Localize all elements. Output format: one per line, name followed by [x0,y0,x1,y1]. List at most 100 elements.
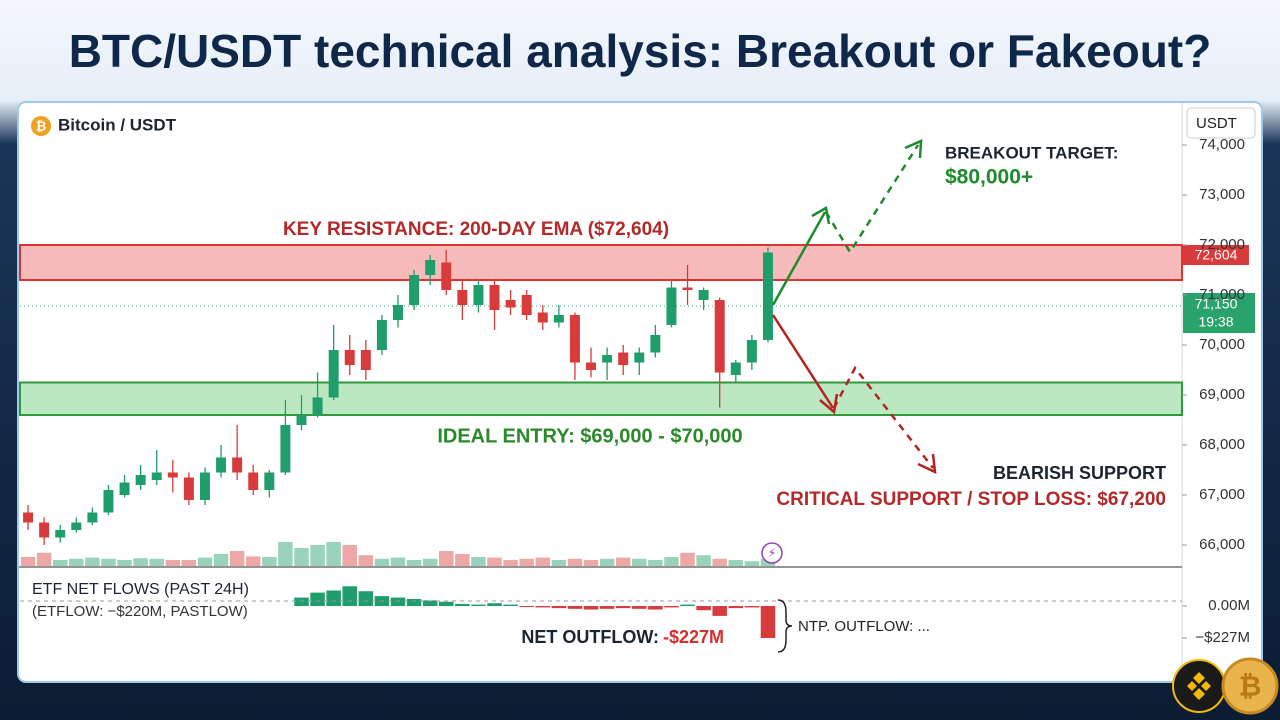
flow-bar [599,606,615,609]
resistance-annotation: KEY RESISTANCE: 200-DAY EMA ($72,604) [283,219,669,240]
flow-bar [535,606,551,608]
candle-body [135,475,146,485]
y-tick-label: 66,000 [1199,536,1245,553]
candle-body [762,252,773,340]
candle-body [248,472,259,490]
candle-body [602,355,613,363]
candle-body [441,262,452,290]
flow-bar [760,606,776,639]
flows-subtitle: (ETFLOW: −$220M, PASTLOW) [32,603,248,620]
candle-body [586,362,597,370]
candle-body [537,312,548,323]
resistance-zone [19,244,1183,281]
flow-bar [358,591,374,607]
flow-bar [648,606,663,610]
pair-label: Bitcoin / USDT [58,115,177,134]
flow-bar [519,606,534,608]
flow-tick-label: −$227M [1195,629,1250,646]
candle-body [746,340,757,363]
target-title: BREAKOUT TARGET: [945,143,1118,162]
flow-bar [439,601,454,607]
y-tick-label: 70,000 [1199,336,1245,353]
flow-bar [326,590,341,607]
y-tick-label: 74,000 [1199,136,1245,153]
candle-body [457,290,468,305]
y-tick-label: 73,000 [1199,186,1245,203]
y-tick-label: 68,000 [1199,436,1245,453]
flow-bar [487,603,502,607]
volume-bar [181,560,197,566]
candle-body [714,300,725,373]
volume-bar [712,558,727,566]
flows-note: NTP. OUTFLOW: ... [798,618,930,635]
volume-bar [101,558,116,566]
volume-bar [728,560,744,566]
flow-bar [615,606,631,609]
volume-bar [455,554,470,566]
volume-bar [197,557,213,566]
candle-body [103,490,114,513]
flow-bar [503,604,518,607]
bitcoin-coin [1221,657,1279,715]
bear-dashed-head [917,453,937,475]
bearish-annotation: BEARISH SUPPORT [993,463,1166,483]
time-tag: 19:38 [1198,314,1233,330]
volume-bar [36,552,52,566]
candle-body [71,522,82,530]
volume-bar [149,558,164,566]
volume-bar [439,551,454,566]
y-tick-label: 69,000 [1199,386,1245,403]
flow-bar [342,586,357,607]
lightning-glyph: ⚡ [768,546,776,560]
volume-bar [664,557,679,566]
y-tick-label: 72,000 [1199,236,1245,253]
candle-body [280,425,291,473]
flow-bar [680,604,695,607]
volume-bar [245,556,261,566]
volume-bar [165,560,181,566]
flows-title: ETF NET FLOWS (PAST 24H) [32,581,249,598]
volume-bar [69,558,84,566]
candle-body [521,295,532,315]
volume-bar [519,558,534,566]
volume-bar [294,548,309,566]
coin-icon [31,116,51,136]
candle-body [23,512,34,523]
candle-body [87,512,98,523]
bull-arrowhead [811,206,831,225]
scenario-arrows [771,139,937,475]
candle-body [409,275,420,305]
bitcoin-glyph: ₿ [1239,670,1262,701]
flow-tick-label: 0.00M [1208,597,1250,614]
brace [777,599,793,653]
candle-body [650,335,661,353]
candle-body [618,352,629,365]
flow-bar [696,606,711,611]
outflow-label: NET OUTFLOW: [521,627,659,647]
volume-bar [583,560,599,566]
volume-bar [422,558,438,566]
volume-bar [487,557,502,566]
lightning-icon[interactable] [761,542,783,564]
volume-bar [615,557,631,566]
flow-bar [664,606,679,608]
volume-bar [648,560,663,566]
page-title: BTC/USDT technical analysis: Breakout or… [69,25,1212,77]
y-tick-label: 71,000 [1199,286,1245,303]
volume-bar [262,557,277,566]
currency-label: USDT [1196,115,1237,132]
candle-body [473,285,484,305]
volume-bar [229,551,245,566]
coin-icon-glyph: ₿ [36,118,47,133]
candle-body [376,320,387,350]
candle-body [183,477,194,500]
zones [19,244,1183,416]
flow-bar [422,600,438,607]
volume-bar [680,552,695,566]
candle-body [312,397,323,415]
volume-bar [358,555,374,566]
volume-bar [390,557,406,566]
stop-annotation: CRITICAL SUPPORT / STOP LOSS: $67,200 [776,489,1166,510]
candle-body [55,530,66,538]
